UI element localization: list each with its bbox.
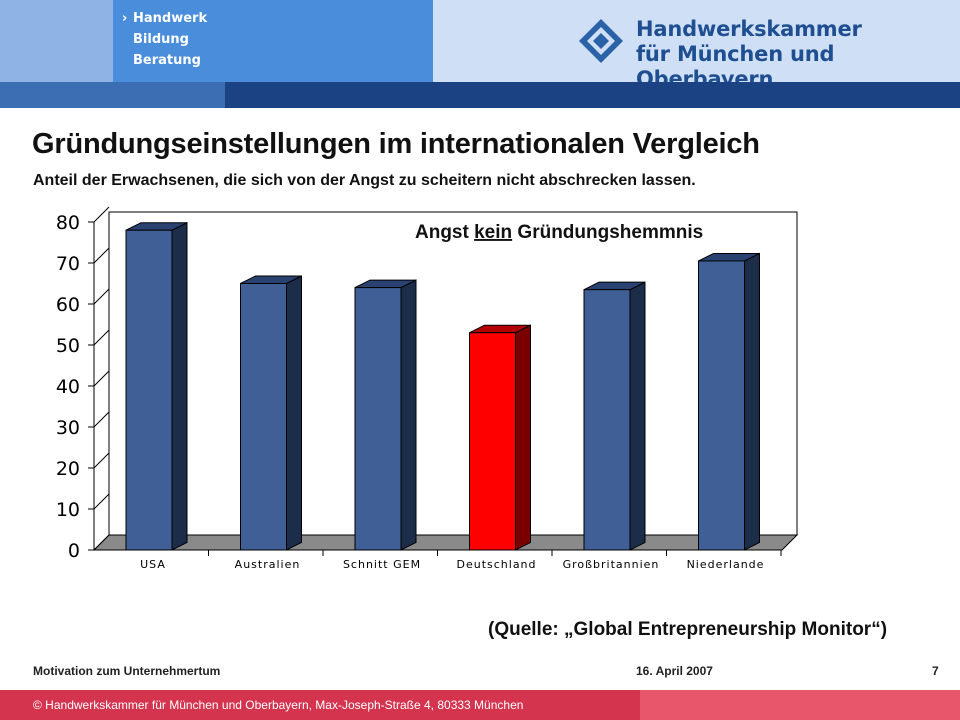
x-tick-label: Australien: [235, 558, 301, 571]
bar-side: [744, 252, 760, 551]
nav-item-handwerk[interactable]: Handwerk: [133, 11, 208, 26]
handwerkskammer-logo-icon: [579, 19, 623, 63]
y-tick-label: 40: [56, 376, 80, 398]
chevron-right-icon: ›: [122, 11, 128, 26]
plot-area-frame: [108, 211, 798, 536]
nav-item-beratung[interactable]: Beratung: [133, 53, 201, 68]
footer-bar: [0, 690, 640, 720]
y-tick-depth: [93, 370, 110, 387]
y-tick-label: 80: [56, 212, 80, 234]
y-tick-depth: [93, 452, 110, 469]
bar: [698, 260, 745, 551]
chart-source: (Quelle: „Global Entrepreneurship Monito…: [488, 619, 888, 640]
footer-bar-accent: [640, 690, 960, 720]
header-logo-panel: [433, 0, 960, 82]
y-tick-depth: [93, 493, 110, 510]
bar-side: [515, 324, 531, 551]
footer-page-number: 7: [932, 664, 939, 678]
y-tick-label: 30: [56, 417, 80, 439]
bar: [125, 229, 173, 551]
footer-date: 16. April 2007: [636, 664, 713, 678]
y-tick-depth: [93, 534, 110, 551]
nav-item-bildung[interactable]: Bildung: [133, 32, 189, 47]
y-tick-depth: [93, 288, 110, 305]
y-tick-label: 70: [56, 253, 80, 275]
bar-side: [400, 279, 417, 551]
organization-name-line1: Handwerkskammer: [636, 17, 862, 41]
y-tick-label: 20: [56, 458, 80, 480]
bar: [354, 287, 402, 551]
header-nav: › Handwerk Bildung Beratung: [122, 8, 207, 71]
x-tick-label: Deutschland: [456, 558, 536, 571]
bar-side: [629, 281, 646, 551]
chart-annotation: Angst kein Gründungshemmnis: [415, 222, 703, 243]
bar-side: [286, 275, 302, 551]
x-tick-label: USA: [140, 558, 166, 571]
y-tick-label: 10: [56, 499, 80, 521]
bar: [469, 332, 516, 551]
header-band-light: [0, 82, 225, 108]
x-tick-label: Schnitt GEM: [343, 558, 421, 571]
bar: [583, 289, 631, 551]
y-tick-depth: [93, 329, 110, 346]
bar-chart: 0 10 20 30 40 50 60 70 80 USA Australien Schnitt GE…: [56, 206, 799, 571]
organization-name: Handwerkskammer für München und Oberbaye…: [636, 17, 960, 92]
bar-side: [171, 221, 188, 551]
bar: [240, 283, 287, 551]
y-tick-label: 50: [56, 335, 80, 357]
y-tick-label: 0: [68, 540, 80, 562]
header-nav-panel: [113, 0, 433, 82]
y-tick-depth: [93, 411, 110, 428]
y-tick-depth: [93, 206, 110, 223]
header-band-dark: [225, 82, 960, 108]
slide-subtitle: Anteil der Erwachsenen, die sich von der…: [33, 172, 696, 189]
x-tick-label: Großbritannien: [563, 558, 660, 571]
footer-topic: Motivation zum Unternehmertum: [33, 664, 221, 678]
footer-copyright: © Handwerkskammer für München und Oberba…: [33, 698, 524, 712]
y-tick-depth: [93, 247, 110, 264]
slide-title: Gründungseinstellungen im internationale…: [32, 128, 760, 160]
y-tick-label: 60: [56, 294, 80, 316]
header-left-panel: [0, 0, 113, 82]
chart-floor: [92, 534, 799, 551]
x-tick-label: Niederlande: [687, 558, 765, 571]
